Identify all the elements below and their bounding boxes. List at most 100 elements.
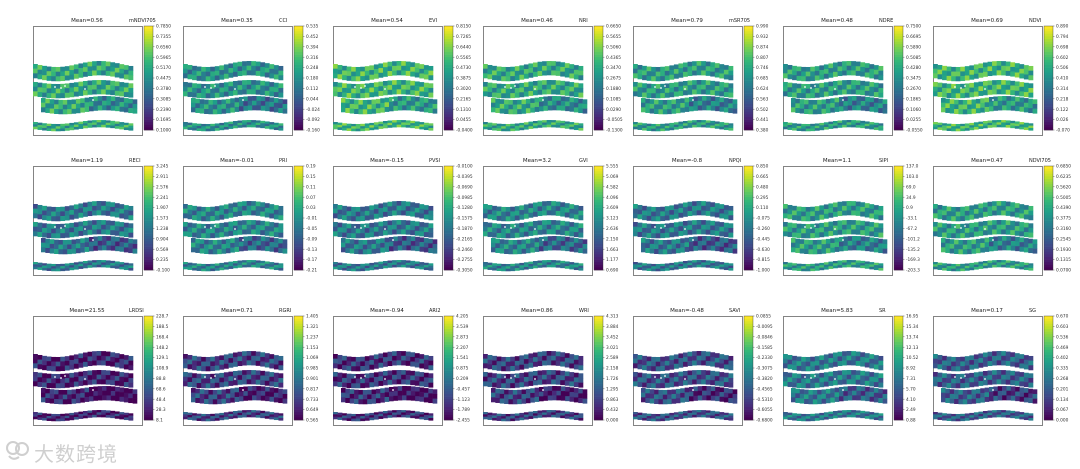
field-marker xyxy=(954,86,956,88)
heatmap-cell xyxy=(578,215,584,221)
colorbar-segment xyxy=(1044,236,1053,240)
heatmap-cell xyxy=(537,206,543,212)
heatmap-cell xyxy=(499,243,505,249)
heatmap-cell xyxy=(505,206,511,212)
heatmap-cell xyxy=(556,100,562,106)
heatmap-cell xyxy=(869,237,875,243)
heatmap-cell xyxy=(37,204,43,210)
colorbar-tick-label: 0.5170 xyxy=(156,65,171,71)
heatmap-cell xyxy=(812,239,818,245)
heatmap-cell xyxy=(719,82,725,88)
heatmap-cell xyxy=(37,64,43,70)
heatmap-cell xyxy=(955,83,961,89)
heatmap-cell xyxy=(687,201,693,207)
heatmap-cell xyxy=(369,222,375,228)
heatmap-cell xyxy=(251,61,257,67)
heatmap-cell xyxy=(96,124,102,128)
heatmap-cell xyxy=(71,108,77,114)
heatmap-cell xyxy=(196,361,202,367)
heatmap-cell xyxy=(251,351,257,357)
heatmap-cell xyxy=(123,372,129,378)
heatmap-cell xyxy=(247,100,253,106)
heatmap-cell xyxy=(728,108,733,114)
heatmap-cell xyxy=(651,126,657,129)
heatmap-cell xyxy=(812,99,818,105)
field-marker xyxy=(214,225,216,227)
heatmap-cell xyxy=(710,62,716,68)
heatmap-cell xyxy=(196,75,202,81)
colorbar-segment xyxy=(294,101,303,105)
heatmap-cell xyxy=(683,263,688,266)
heatmap-cell xyxy=(951,88,957,94)
heatmap-image xyxy=(783,166,893,276)
heatmap-cell xyxy=(551,84,557,90)
heatmap-cell xyxy=(992,262,997,266)
colorbar: 0.8500.6650.4800.2950.110-0.075-0.260-0.… xyxy=(743,164,770,274)
heatmap-cell xyxy=(855,120,861,123)
heatmap-cell xyxy=(491,247,496,253)
colorbar-segment xyxy=(594,114,603,118)
heatmap-cell xyxy=(84,97,90,103)
heatmap-cell xyxy=(551,210,557,216)
heatmap-cell xyxy=(669,262,675,266)
colorbar-tick-label: 0.1000 xyxy=(156,128,171,134)
heatmap-cell xyxy=(196,268,202,271)
heatmap-cell xyxy=(345,103,351,109)
heatmap-cell xyxy=(512,239,518,245)
heatmap-cell xyxy=(45,247,51,253)
heatmap-cell xyxy=(810,216,816,222)
heatmap-cell xyxy=(364,215,370,221)
heatmap-cell xyxy=(362,109,368,115)
heatmap-cell xyxy=(960,266,966,269)
heatmap-cell xyxy=(573,102,579,108)
heatmap-cell xyxy=(67,99,72,105)
heatmap-cell xyxy=(783,124,788,127)
colorbar-segment xyxy=(444,207,453,211)
heatmap-cell xyxy=(93,245,99,251)
heatmap-cell xyxy=(414,86,420,92)
heatmap-cell xyxy=(551,120,557,123)
colorbar-segment xyxy=(594,127,603,131)
colorbar-segment xyxy=(144,218,153,221)
colorbar-segment xyxy=(294,207,303,211)
colorbar-segment xyxy=(294,96,303,100)
heatmap-cell xyxy=(255,375,261,381)
colorbar-segment xyxy=(594,104,603,107)
heatmap-cell xyxy=(354,239,359,245)
heatmap-cell xyxy=(393,236,399,242)
heatmap-cell xyxy=(847,100,853,106)
heatmap-cell xyxy=(128,360,134,366)
heatmap-image xyxy=(333,26,443,136)
field-marker xyxy=(514,85,516,87)
heatmap-cell xyxy=(983,81,988,86)
heatmap-cell xyxy=(833,225,838,231)
colorbar-segment xyxy=(594,111,603,115)
heatmap-cell xyxy=(683,221,688,226)
heatmap-cell xyxy=(843,241,849,247)
heatmap-cell xyxy=(547,236,553,242)
heatmap-cell xyxy=(345,238,351,244)
heatmap-cell xyxy=(997,105,1003,111)
heatmap-cell xyxy=(860,105,866,111)
heatmap-cell xyxy=(810,83,816,89)
heatmap-cell xyxy=(51,123,57,127)
colorbar-segment xyxy=(744,52,753,55)
heatmap-cell xyxy=(278,75,284,81)
heatmap-cell xyxy=(242,224,247,230)
heatmap-cell xyxy=(573,65,579,71)
colorbar-segment xyxy=(1044,199,1053,203)
heatmap-cell xyxy=(823,91,829,97)
heatmap-cell xyxy=(814,75,820,81)
heatmap-cell xyxy=(539,241,544,247)
heatmap-cell xyxy=(333,204,338,209)
heatmap-cell xyxy=(637,262,643,266)
heatmap-cell xyxy=(864,81,870,87)
heatmap-cell xyxy=(633,208,638,214)
heatmap-cell xyxy=(787,262,793,266)
heatmap-cell xyxy=(942,125,947,129)
heatmap-image xyxy=(933,26,1043,136)
colorbar-segment xyxy=(744,39,753,42)
heatmap-cell xyxy=(996,70,1002,76)
colorbar-segment xyxy=(144,267,153,271)
heatmap-cell xyxy=(646,266,652,269)
